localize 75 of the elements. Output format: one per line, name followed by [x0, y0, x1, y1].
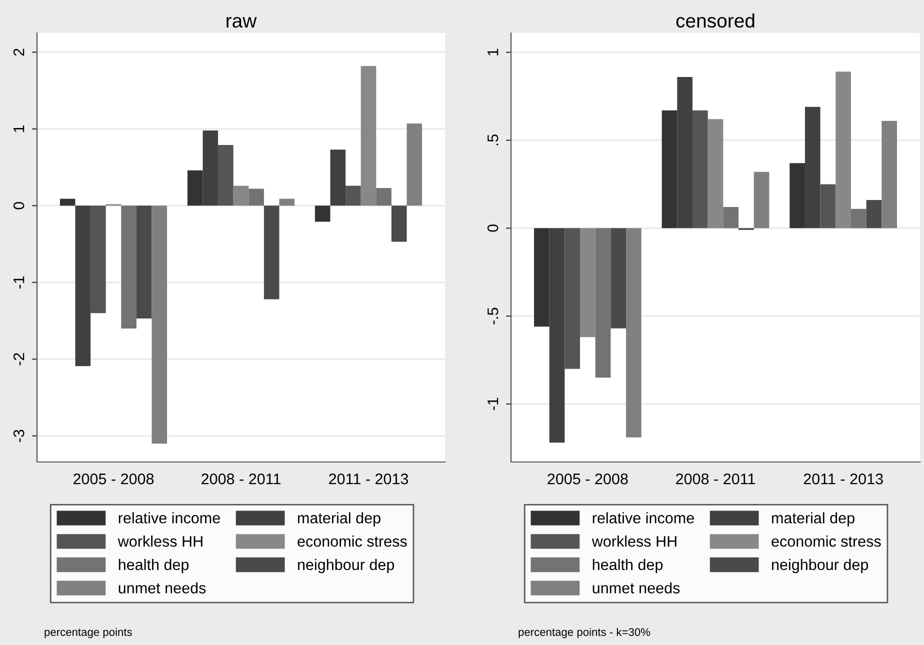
legend-label: neighbour dep: [298, 558, 394, 574]
bar: [820, 184, 836, 228]
bar: [836, 72, 851, 228]
y-tick-label: -3: [13, 430, 24, 442]
x-tick-label: 2008 - 2011: [202, 474, 280, 484]
bar: [136, 206, 152, 318]
y-tick-label: -.5: [488, 308, 498, 324]
bar: [850, 208, 866, 228]
bar: [534, 228, 550, 327]
bar: [882, 120, 897, 228]
legend-label: relative income: [118, 512, 220, 524]
y-tick-label: 0: [13, 202, 24, 210]
bar: [564, 228, 580, 369]
bar: [376, 188, 392, 206]
legend-label: health dep: [592, 558, 663, 574]
bar: [692, 110, 708, 228]
bar: [279, 198, 295, 206]
x-tick-label: 2005 - 2008: [548, 474, 628, 484]
legend-label: unmet needs: [118, 582, 206, 594]
bar: [406, 124, 422, 206]
bar: [677, 76, 692, 228]
legend-label: material dep: [772, 512, 854, 526]
bar: [314, 206, 330, 222]
bar: [121, 206, 136, 328]
chart-title: raw: [226, 16, 257, 28]
bar: [662, 110, 678, 228]
y-tick-label: -1: [14, 276, 24, 289]
bar: [595, 228, 611, 378]
legend-label: material dep: [298, 512, 380, 526]
bar: [708, 119, 724, 228]
x-tick-label: 2011 - 2013: [329, 474, 408, 484]
bar: [187, 170, 203, 206]
bar: [248, 188, 264, 206]
y-tick-label: 0: [487, 224, 498, 232]
y-tick-label: .5: [488, 134, 498, 146]
bar: [360, 66, 376, 206]
text: percentage points - k=30%: [518, 628, 650, 638]
bar: [549, 228, 565, 443]
bar: [233, 186, 249, 206]
bar: [90, 206, 106, 314]
bar: [804, 106, 820, 228]
y-tick-label: -1: [488, 398, 498, 410]
bar: [626, 228, 642, 438]
legend-label: health dep: [118, 558, 189, 574]
bar: [60, 198, 76, 206]
bar: [866, 200, 882, 228]
bar: [346, 186, 361, 206]
x-tick-label: 2005 - 2008: [73, 474, 154, 484]
legend-label: economic stress: [298, 536, 407, 547]
bar: [330, 150, 346, 206]
bar: [218, 145, 234, 206]
bar: [610, 228, 626, 328]
chart-title: censored: [676, 13, 754, 28]
bar: [264, 206, 280, 300]
bar: [754, 172, 770, 228]
y-tick-label: -2: [13, 353, 24, 366]
bar: [152, 206, 168, 444]
bar: [790, 163, 805, 228]
bar: [580, 228, 596, 338]
bar: [391, 206, 407, 242]
legend-label: economic stress: [772, 536, 881, 547]
y-tick-label: 1: [14, 125, 24, 132]
y-tick-label: 2: [13, 48, 24, 56]
x-tick-label: 2008 - 2011: [676, 474, 755, 484]
legend-label: neighbour dep: [772, 558, 868, 574]
bar: [75, 206, 91, 366]
legend-label: relative income: [592, 512, 694, 524]
legend-label: unmet needs: [592, 582, 680, 594]
y-tick-label: 1: [488, 48, 498, 56]
bar: [723, 207, 739, 228]
x-tick-label: 2011 - 2013: [804, 474, 883, 484]
text: percentage points: [44, 628, 132, 638]
legend-label: workless HH: [592, 536, 676, 547]
legend-label: workless HH: [118, 536, 202, 547]
bar: [202, 130, 218, 206]
